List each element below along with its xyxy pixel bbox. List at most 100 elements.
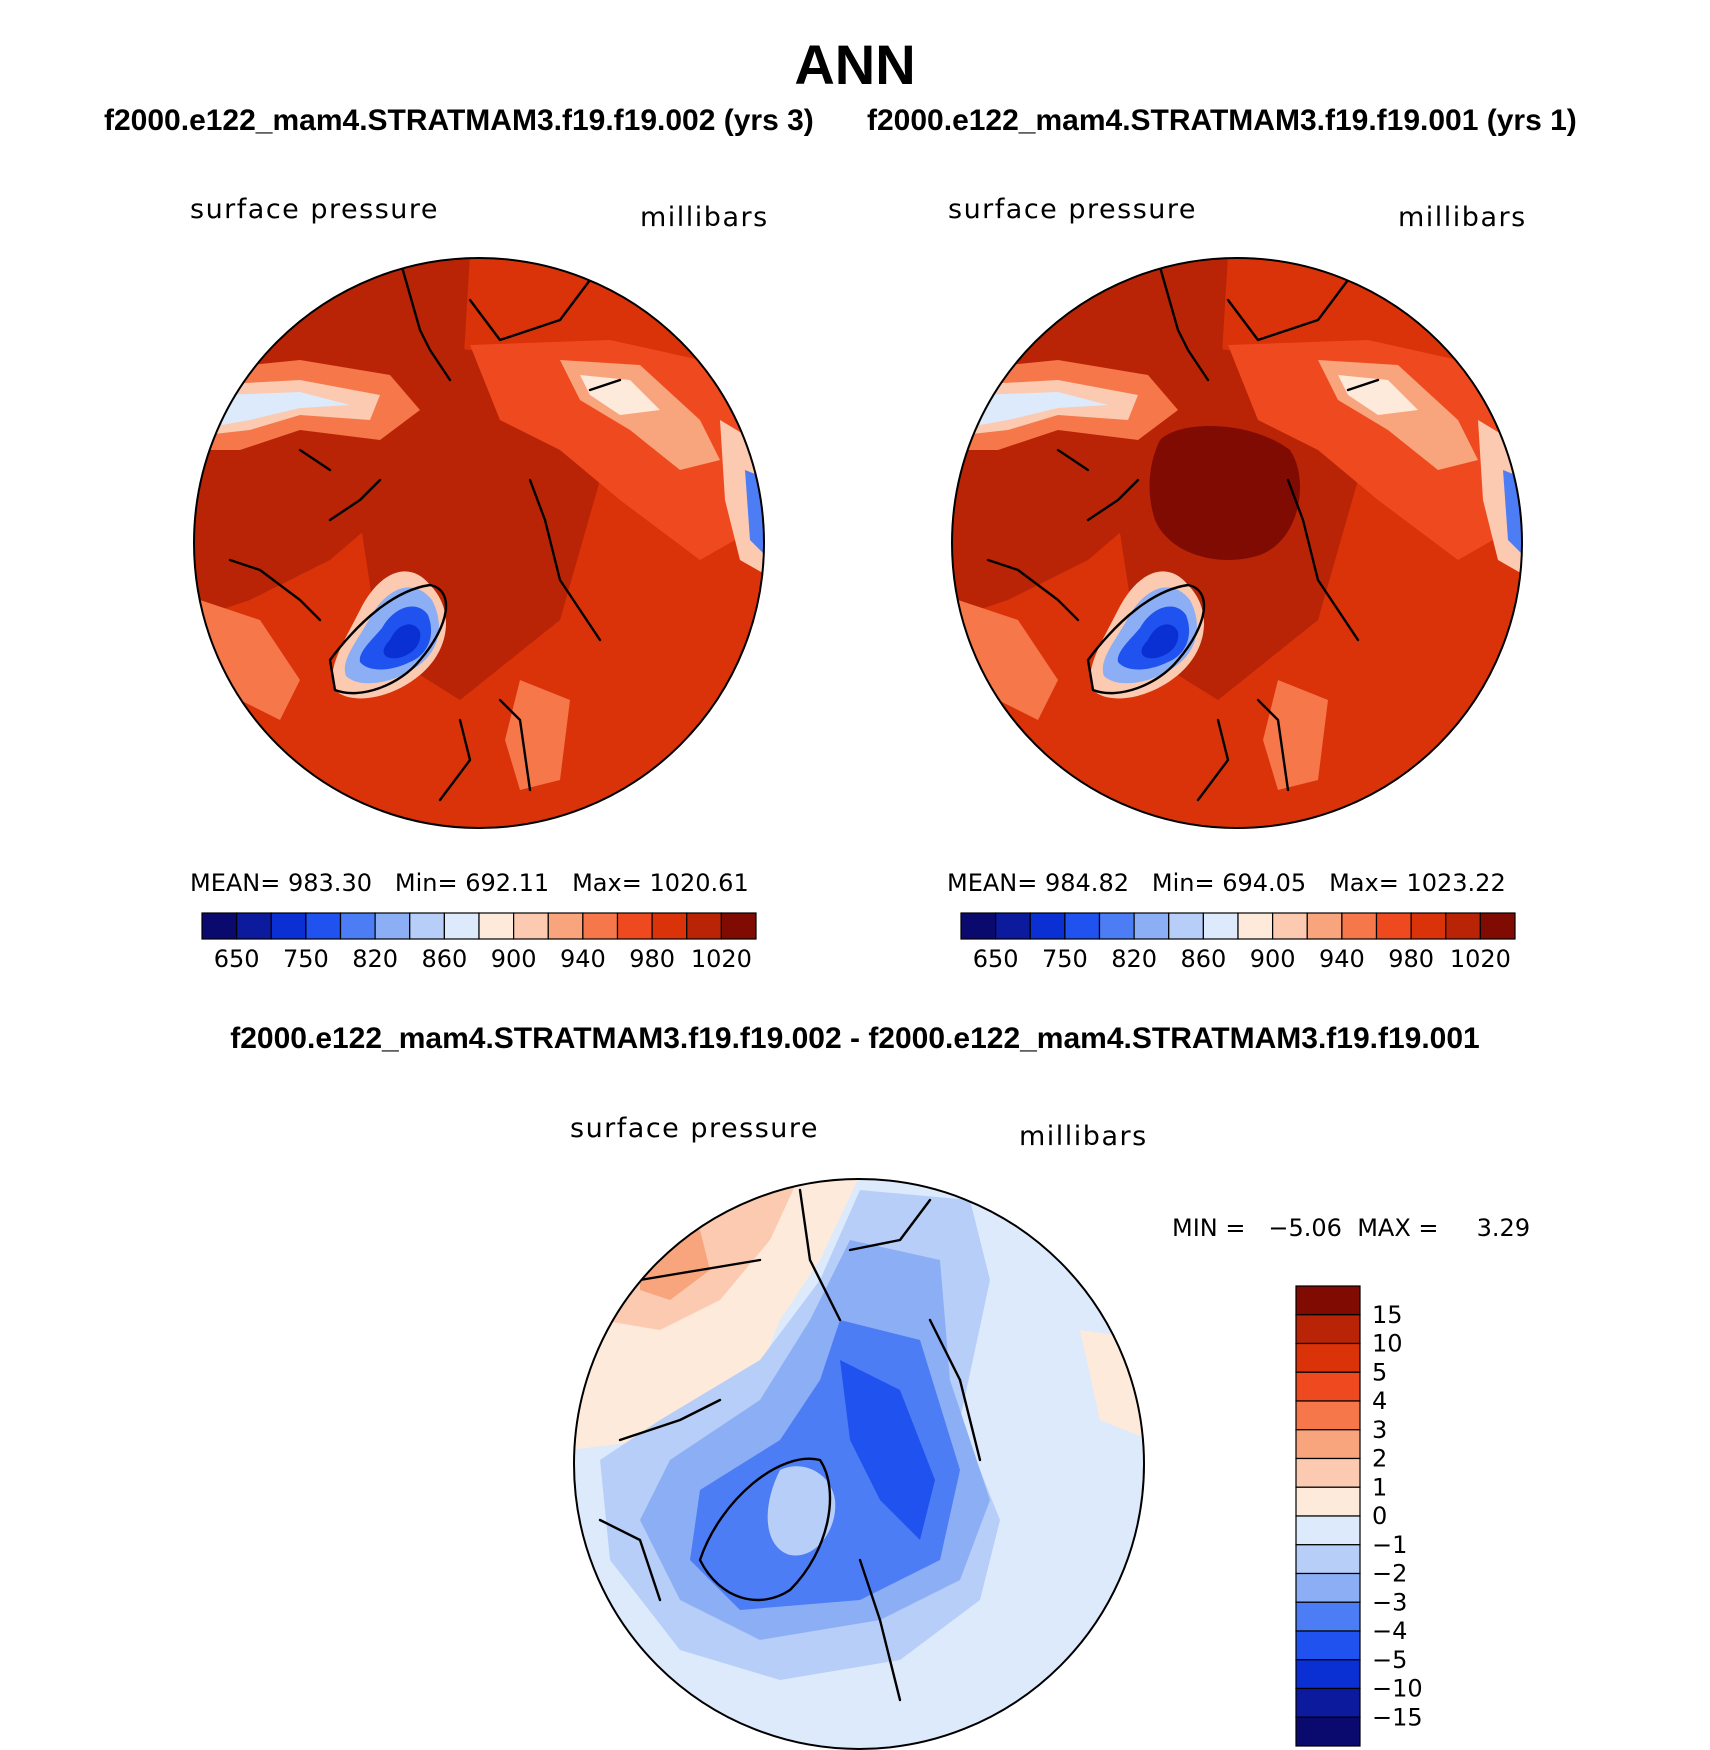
panel2-max-value: 1023.22	[1406, 869, 1506, 897]
colorbar1-swatch-9	[513, 912, 549, 940]
panel2-mean-label: MEAN=	[947, 869, 1038, 897]
panel1-min-value: 692.11	[465, 869, 550, 897]
diff-units-label: millibars	[1019, 1121, 1148, 1152]
colorbar-diff-swatch-14	[1295, 1687, 1361, 1718]
map1-region-asia-inner	[580, 375, 660, 415]
colorbar1-swatch-7	[443, 912, 480, 940]
colorbar2-tick-label-3: 860	[1180, 945, 1226, 973]
colorbar-diff-swatch-1	[1295, 1314, 1361, 1345]
colorbar-diff-tick-label-1: 10	[1372, 1330, 1403, 1358]
map1-region-greenland-core	[383, 624, 421, 659]
colorbar1-tick-label-4: 900	[491, 945, 537, 973]
colorbar-diff-swatch-11	[1295, 1601, 1361, 1632]
page-title: ANN	[794, 33, 916, 96]
colorbar1-swatch-11	[582, 912, 619, 940]
map1-coastline	[228, 258, 622, 802]
colorbar2-tick-label-5: 940	[1319, 945, 1365, 973]
case-title-right: f2000.e122_mam4.STRATMAM3.f19.f19.001 (y…	[867, 104, 1577, 137]
colorbar-diff	[1295, 1285, 1361, 1747]
colorbar1-swatch-13	[651, 912, 688, 940]
colorbar2-swatch-5	[1133, 912, 1170, 940]
colorbar1-swatch-2	[270, 912, 307, 940]
diff-variable-label: surface pressure	[570, 1113, 819, 1144]
colorbar2-swatch-15	[1479, 912, 1516, 940]
panel2-min-value: 694.05	[1222, 869, 1307, 897]
colorbar2-swatch-1	[995, 912, 1031, 940]
colorbar-diff-swatch-15	[1295, 1716, 1361, 1747]
colorbar-diff-tick-label-10: −3	[1372, 1588, 1407, 1616]
diff-border	[573, 1178, 1145, 1750]
panel1-mean-value: 983.30	[288, 869, 372, 897]
colorbar1-swatch-3	[305, 912, 342, 940]
colorbar1-swatch-12	[616, 912, 653, 940]
map2-coastline	[986, 258, 1380, 802]
colorbar-diff-tick-label-5: 2	[1372, 1445, 1387, 1473]
colorbar1-swatch-10	[547, 912, 584, 940]
colorbar1-swatch-8	[478, 912, 515, 940]
colorbar-diff-swatch-3	[1295, 1371, 1361, 1402]
colorbar-diff-swatch-4	[1295, 1400, 1361, 1431]
map1-region-scandinavia	[505, 680, 570, 790]
colorbar-diff-tick-label-11: −4	[1372, 1617, 1407, 1645]
colorbar-diff-tick-label-7: 0	[1372, 1502, 1387, 1530]
colorbar-diff-tick-label-13: −10	[1372, 1675, 1423, 1703]
colorbar2-swatch-2	[1029, 912, 1066, 940]
panel1-min-label: Min=	[394, 869, 458, 897]
colorbar2-tick-label-1: 750	[1042, 945, 1088, 973]
diff-region-neg-4	[840, 1360, 935, 1540]
colorbar1-tick-label-1: 750	[283, 945, 329, 973]
map2-region-asia-outer	[1228, 340, 1522, 560]
colorbar-diff-swatch-9	[1295, 1544, 1361, 1575]
panel1-stats: MEAN= 983.30 Min= 692.11 Max= 1020.61	[190, 869, 749, 897]
map-panel-diff	[573, 1178, 1145, 1750]
colorbar2-swatch-12	[1375, 912, 1412, 940]
panel2-variable-label: surface pressure	[948, 194, 1197, 225]
panel2-mean-value: 984.82	[1045, 869, 1129, 897]
colorbar2-tick-label-4: 900	[1250, 945, 1296, 973]
colorbar-diff-swatch-7	[1295, 1486, 1361, 1517]
diff-max-label: MAX =	[1357, 1214, 1439, 1242]
colorbar-diff-tick-label-0: 15	[1372, 1301, 1403, 1329]
colorbar1-swatch-0	[201, 912, 238, 940]
colorbar-diff-tick-label-2: 5	[1372, 1358, 1387, 1386]
map1-region-alaska-inner	[220, 392, 350, 425]
colorbar-diff-tick-label-14: −15	[1372, 1703, 1423, 1731]
map1-border	[193, 257, 765, 829]
colorbar-diff-tick-label-4: 3	[1372, 1416, 1387, 1444]
colorbar2-swatch-3	[1064, 912, 1101, 940]
map-panel-2	[951, 257, 1523, 829]
colorbar-diff-swatch-8	[1295, 1515, 1361, 1546]
map2-region-arctic-max	[1149, 426, 1300, 560]
case-title-left: f2000.e122_mam4.STRATMAM3.f19.f19.002 (y…	[104, 104, 814, 137]
colorbar-diff-swatch-2	[1295, 1342, 1361, 1373]
colorbar-diff-swatch-0	[1295, 1285, 1361, 1316]
colorbar1-swatch-5	[374, 912, 411, 940]
map1-region-asia-outer	[470, 340, 764, 560]
colorbar-panel-2	[960, 912, 1516, 940]
colorbar1-swatch-6	[409, 912, 445, 940]
diff-min-value: −5.06	[1268, 1214, 1342, 1242]
panel2-units-label: millibars	[1398, 202, 1527, 233]
panel2-min-label: Min=	[1151, 869, 1215, 897]
colorbar1-tick-label-2: 820	[352, 945, 398, 973]
colorbar1-swatch-15	[720, 912, 757, 940]
colorbar2-tick-label-0: 650	[973, 945, 1019, 973]
colorbar2-swatch-6	[1168, 912, 1204, 940]
colorbar-diff-tick-label-12: −5	[1372, 1646, 1407, 1674]
colorbar1-tick-label-0: 650	[214, 945, 260, 973]
colorbar-diff-swatch-10	[1295, 1572, 1361, 1603]
colorbar2-swatch-9	[1272, 912, 1308, 940]
map2-region-alaska-inner	[978, 392, 1108, 425]
colorbar2-tick-label-7: 1020	[1450, 945, 1511, 973]
colorbar2-tick-label-6: 980	[1388, 945, 1434, 973]
colorbar1-swatch-1	[236, 912, 272, 940]
map2-region-asia-inner	[1338, 375, 1418, 415]
panel2-stats: MEAN= 984.82 Min= 694.05 Max= 1023.22	[947, 869, 1506, 897]
colorbar2-swatch-0	[960, 912, 997, 940]
colorbar-diff-tick-label-6: 1	[1372, 1473, 1387, 1501]
colorbar-diff-swatch-5	[1295, 1429, 1361, 1460]
colorbar2-swatch-10	[1306, 912, 1343, 940]
diff-stats: MIN = −5.06 MAX = 3.29	[1172, 1214, 1530, 1242]
